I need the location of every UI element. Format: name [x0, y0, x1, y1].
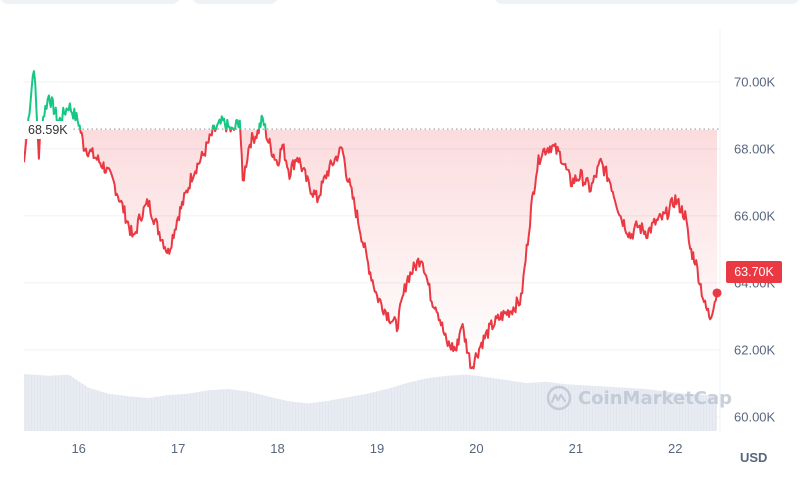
x-tick-label: 19: [370, 441, 384, 456]
below-reference-fill: [24, 130, 717, 369]
y-tick-label: 60.00K: [734, 409, 776, 424]
current-price-badge: 63.70K: [726, 261, 782, 283]
top-control-pill-3[interactable]: [494, 0, 800, 4]
x-tick-label: 17: [171, 441, 185, 456]
top-control-pill-1[interactable]: [0, 0, 180, 4]
y-tick-label: 70.00K: [734, 74, 776, 89]
price-area-fill: [24, 130, 717, 369]
y-tick-label: 68.00K: [734, 141, 776, 156]
volume-area: [24, 369, 718, 431]
watermark-text: CoinMarketCap: [578, 387, 733, 409]
x-tick-label: 21: [569, 441, 583, 456]
y-tick-label: 66.00K: [734, 208, 776, 223]
coinmarketcap-logo-icon: [546, 385, 572, 411]
x-tick-label: 18: [270, 441, 284, 456]
currency-label: USD: [740, 450, 768, 465]
reference-price-label: 68.59K: [24, 121, 72, 139]
y-tick-label: 62.00K: [734, 342, 776, 357]
current-price-dot: [712, 288, 722, 298]
price-line: [24, 70, 722, 370]
x-tick-label: 20: [469, 441, 483, 456]
top-control-pill-2[interactable]: [192, 0, 278, 4]
x-axis-ticks: 16 17 18 19 20 21 22: [71, 441, 682, 456]
x-tick-label: 16: [71, 441, 85, 456]
volume-area-shape: [24, 374, 717, 431]
price-line-below: [24, 130, 718, 370]
x-tick-label: 22: [668, 441, 682, 456]
watermark: CoinMarketCap: [546, 385, 732, 411]
